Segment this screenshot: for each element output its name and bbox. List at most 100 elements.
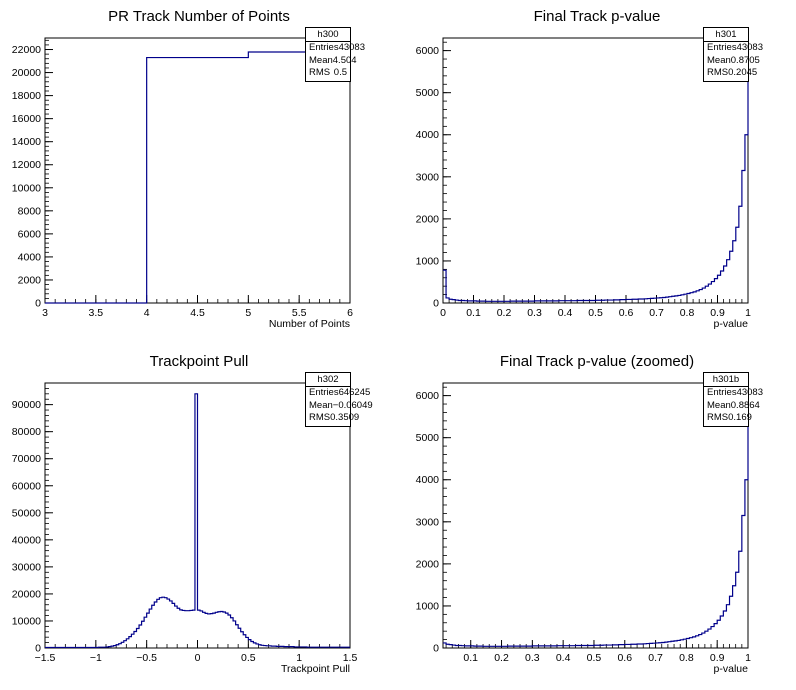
y-tick-label: 80000 <box>12 426 41 438</box>
stats-rms-value: 0.5 <box>333 67 347 78</box>
histogram-bin <box>696 636 699 648</box>
histogram-bin <box>675 296 678 303</box>
histogram-bin <box>690 293 693 303</box>
x-axis-title: p-value <box>714 663 749 675</box>
histogram-bin <box>231 618 234 648</box>
x-tick-label: 0.5 <box>588 307 603 319</box>
plot-frame <box>442 382 749 649</box>
panel-pr-track-points: PR Track Number of Points 0 2000 4000 6000 8… <box>0 0 398 345</box>
x-tick-label: 0.6 <box>617 652 632 664</box>
histogram-bin <box>702 288 705 303</box>
stats-mean-value: 0.8705 <box>730 54 760 66</box>
histogram-bin <box>223 612 226 648</box>
histogram-bin <box>677 640 680 648</box>
x-tick-label: 4 <box>144 307 150 319</box>
stats-mean-value: 4.504 <box>332 54 357 66</box>
stats-mean-value: −0.06049 <box>332 399 373 411</box>
histogram-bin <box>225 613 228 648</box>
y-tick-label: 6000 <box>18 228 42 240</box>
stats-box: h301b Entries 43083 Mean 0.8864 RMS 0.169 <box>703 372 763 427</box>
histogram-bin <box>200 611 203 648</box>
histogram-plot: 0 2000 4000 6000 8000 10000 12000 14000 16000 180… <box>12 37 353 330</box>
x-tick-label: 0.8 <box>680 307 695 319</box>
histogram-bin <box>248 52 350 303</box>
histogram-bin <box>157 599 160 648</box>
chart-title: Final Track p-value <box>533 8 661 25</box>
stats-rms-label: RMS <box>707 412 729 423</box>
histogram-plot: 0 1000 2000 3000 4000 5000 6000 0 0.1 0.2 0.3 0.4 0.… <box>416 37 751 330</box>
histogram-bin <box>708 629 711 648</box>
y-tick-label: 2000 <box>18 274 42 286</box>
y-tick-label: 14000 <box>12 136 41 148</box>
stats-entries-value: 43083 <box>736 42 763 53</box>
y-tick-label: 50000 <box>12 507 41 519</box>
x-tick-label: 6 <box>347 307 353 319</box>
x-tick-label: 0.3 <box>525 652 540 664</box>
stats-rms-label: RMS <box>309 67 331 78</box>
histogram-bin <box>678 295 681 303</box>
histogram-bin <box>708 284 711 303</box>
x-tick-label: 0.5 <box>241 652 256 664</box>
x-tick-label: −1 <box>90 652 102 664</box>
histogram-bin <box>674 641 677 648</box>
x-tick-label: 0.1 <box>463 652 478 664</box>
histogram-bin <box>182 610 185 648</box>
panel-final-track-pvalue: Final Track p-value 0 1000 2000 3000 4000 500… <box>398 0 796 345</box>
y-tick-label: 18000 <box>12 90 41 102</box>
x-tick-label: 0.5 <box>587 652 602 664</box>
x-tick-label: 0.9 <box>710 307 725 319</box>
x-tick-label: 5 <box>245 307 251 319</box>
stats-name: h300 <box>306 28 350 42</box>
histogram-bin <box>699 290 702 303</box>
histogram-step-line <box>45 51 350 304</box>
stats-entries-value: 43083 <box>736 387 763 398</box>
x-tick-label: 0.7 <box>648 652 663 664</box>
x-tick-label: 0.8 <box>679 652 694 664</box>
histogram-bin <box>699 635 702 648</box>
stats-mean-label: Mean <box>707 399 731 411</box>
histogram-bin <box>696 291 699 303</box>
histogram-bin <box>705 631 708 648</box>
histogram-step-line <box>443 395 749 647</box>
histogram-bin <box>170 601 173 648</box>
stats-mean-label: Mean <box>309 54 333 66</box>
stats-entries-label: Entries <box>707 387 737 398</box>
y-tick-label: 4000 <box>416 474 440 486</box>
histogram-bin <box>159 598 162 648</box>
histogram-bin <box>172 603 175 648</box>
y-tick-label: 5000 <box>416 432 440 444</box>
histogram-bin <box>154 602 157 648</box>
stats-entries-label: Entries <box>309 42 339 53</box>
histogram-bin <box>705 286 708 303</box>
y-tick-label: 10000 <box>12 615 41 627</box>
x-tick-label: 1 <box>296 652 302 664</box>
chart-title: Trackpoint Pull <box>149 353 249 370</box>
histogram-bin <box>190 610 193 648</box>
histogram-plot: 0 10000 20000 30000 40000 50000 60000 70000 8000… <box>12 382 357 675</box>
y-tick-label: 3000 <box>416 516 440 528</box>
histogram-bin <box>187 611 190 648</box>
y-tick-label: 4000 <box>18 251 42 263</box>
histogram-bin <box>208 614 211 648</box>
y-tick-label: 10000 <box>12 182 41 194</box>
histogram-bin <box>213 613 216 648</box>
y-tick-label: 90000 <box>12 399 41 411</box>
histogram-bin <box>662 643 665 648</box>
stats-name: h302 <box>306 373 350 387</box>
histogram-bin <box>167 599 170 648</box>
y-tick-label: 0 <box>35 643 41 655</box>
stats-rms-value: 0.169 <box>728 412 752 423</box>
y-tick-label: 1000 <box>416 255 440 267</box>
stats-rms-label: RMS <box>309 412 331 423</box>
histogram-bin <box>693 292 696 303</box>
y-tick-label: 0 <box>433 298 439 310</box>
y-tick-label: 0 <box>433 643 439 655</box>
histogram-bin <box>210 614 213 648</box>
y-tick-label: 20000 <box>12 588 41 600</box>
y-tick-label: 22000 <box>12 44 41 56</box>
histogram-bin <box>218 612 221 648</box>
chart-title: Final Track p-value (zoomed) <box>499 353 695 370</box>
x-axis-title: p-value <box>714 318 749 330</box>
histogram-bin <box>203 612 206 648</box>
y-tick-label: 30000 <box>12 561 41 573</box>
